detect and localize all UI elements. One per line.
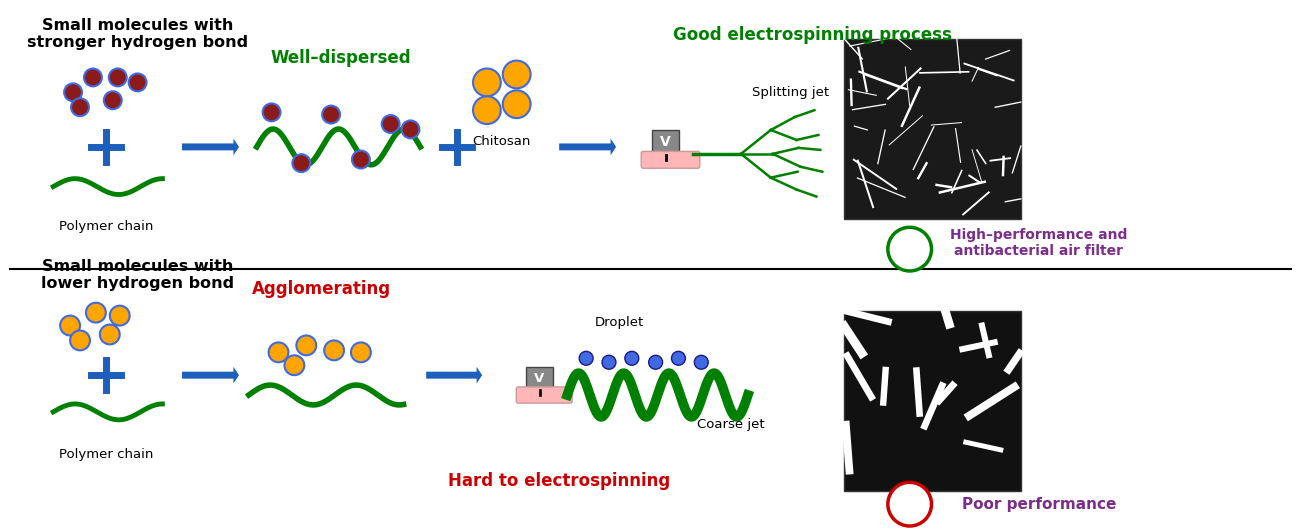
- Circle shape: [84, 68, 102, 87]
- Text: V: V: [534, 372, 544, 385]
- Text: Poor performance: Poor performance: [962, 496, 1117, 512]
- Circle shape: [474, 68, 501, 96]
- Circle shape: [474, 96, 501, 124]
- Circle shape: [60, 315, 80, 336]
- FancyBboxPatch shape: [844, 39, 1021, 219]
- Text: High–performance and
antibacterial air filter: High–performance and antibacterial air f…: [950, 228, 1127, 258]
- FancyBboxPatch shape: [642, 151, 699, 168]
- Text: Polymer chain: Polymer chain: [59, 448, 154, 461]
- Circle shape: [648, 355, 663, 369]
- Circle shape: [352, 151, 370, 168]
- Circle shape: [323, 106, 340, 124]
- Circle shape: [382, 115, 400, 133]
- Circle shape: [110, 306, 130, 326]
- Circle shape: [297, 336, 316, 355]
- Text: Splitting jet: Splitting jet: [752, 86, 829, 99]
- Circle shape: [64, 83, 83, 101]
- Circle shape: [293, 154, 310, 172]
- Circle shape: [888, 227, 932, 271]
- Circle shape: [350, 342, 371, 362]
- Circle shape: [104, 91, 122, 109]
- Text: Well–dispersed: Well–dispersed: [270, 49, 412, 66]
- Circle shape: [602, 355, 615, 369]
- Circle shape: [502, 90, 530, 118]
- FancyBboxPatch shape: [517, 387, 572, 403]
- Circle shape: [401, 121, 420, 138]
- Text: Droplet: Droplet: [594, 316, 643, 329]
- Text: Coarse jet: Coarse jet: [697, 418, 765, 431]
- Circle shape: [502, 61, 530, 88]
- Circle shape: [269, 342, 289, 362]
- Circle shape: [625, 352, 639, 365]
- Circle shape: [262, 104, 281, 121]
- Circle shape: [672, 352, 685, 365]
- Text: Small molecules with
stronger hydrogen bond: Small molecules with stronger hydrogen b…: [28, 18, 248, 50]
- Circle shape: [579, 352, 593, 365]
- Text: V: V: [660, 135, 670, 149]
- Circle shape: [87, 303, 106, 322]
- Circle shape: [70, 330, 91, 350]
- Circle shape: [100, 324, 119, 345]
- Circle shape: [129, 73, 147, 91]
- Text: Good electrospinning process: Good electrospinning process: [673, 26, 953, 44]
- Text: Polymer chain: Polymer chain: [59, 220, 154, 233]
- Text: Small molecules with
lower hydrogen bond: Small molecules with lower hydrogen bond: [41, 259, 234, 292]
- Circle shape: [109, 68, 127, 87]
- Text: Agglomerating: Agglomerating: [252, 280, 391, 298]
- Circle shape: [324, 340, 344, 360]
- Circle shape: [888, 482, 932, 526]
- FancyBboxPatch shape: [844, 311, 1021, 491]
- Circle shape: [694, 355, 708, 369]
- Text: Chitosan: Chitosan: [472, 135, 531, 149]
- Circle shape: [285, 355, 304, 375]
- FancyBboxPatch shape: [652, 130, 680, 155]
- Text: Hard to electrospinning: Hard to electrospinning: [449, 473, 670, 490]
- FancyBboxPatch shape: [526, 367, 552, 390]
- Circle shape: [71, 98, 89, 116]
